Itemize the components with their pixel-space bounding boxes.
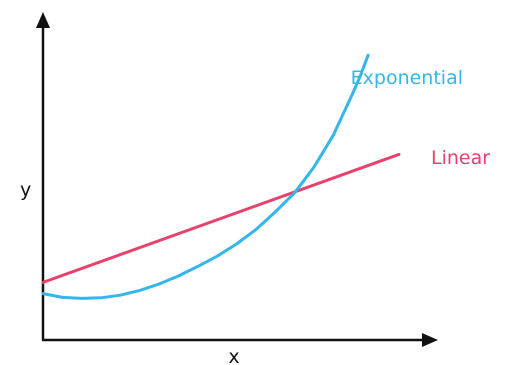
y-axis-arrow <box>36 12 50 28</box>
series-label-linear: Linear <box>431 147 490 169</box>
series-label-exponential: Exponential <box>351 67 463 89</box>
x-axis-label: x <box>228 346 239 365</box>
series-line-exponential <box>41 53 370 300</box>
series-line-linear <box>41 152 401 284</box>
series-labels: Exponential Linear <box>351 67 491 169</box>
x-axis-arrow <box>422 333 438 347</box>
y-axis-label: y <box>20 179 31 201</box>
axes: y x <box>20 12 438 365</box>
series-layer <box>41 53 401 300</box>
